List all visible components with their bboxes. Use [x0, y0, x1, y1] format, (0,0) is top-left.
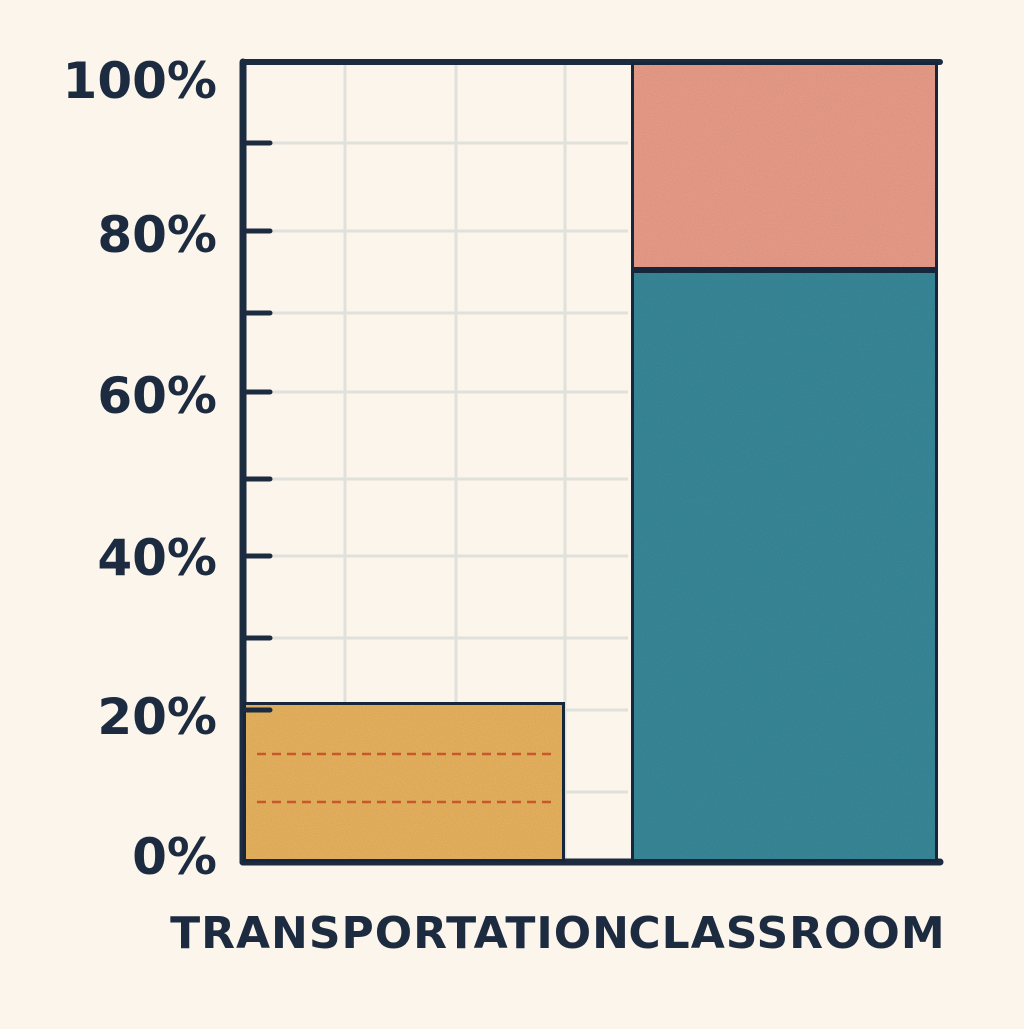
- bar-segment-classroom-74-100: [628, 59, 941, 273]
- y-tick-label: 40%: [97, 529, 217, 587]
- bars: [240, 59, 941, 865]
- x-category-label-transportation: TRANSPORTATION: [170, 908, 630, 959]
- y-tick-label: 80%: [97, 206, 217, 264]
- bar-segment-transportation-0-20: [240, 699, 568, 865]
- y-tick-label: 20%: [97, 688, 217, 746]
- y-tick-label: 60%: [97, 367, 217, 425]
- bar-segment-classroom-0-74: [628, 267, 941, 865]
- x-category-label-classroom: CLASSROOM: [628, 908, 945, 959]
- y-tick-label: 0%: [132, 828, 217, 886]
- axis-labels: 0% 20% 40% 60% 80% 100% TRANSPORTATIONCLASSROO…: [63, 52, 945, 959]
- y-tick-label: 100%: [63, 52, 217, 110]
- y-axis-ticks: [240, 140, 273, 713]
